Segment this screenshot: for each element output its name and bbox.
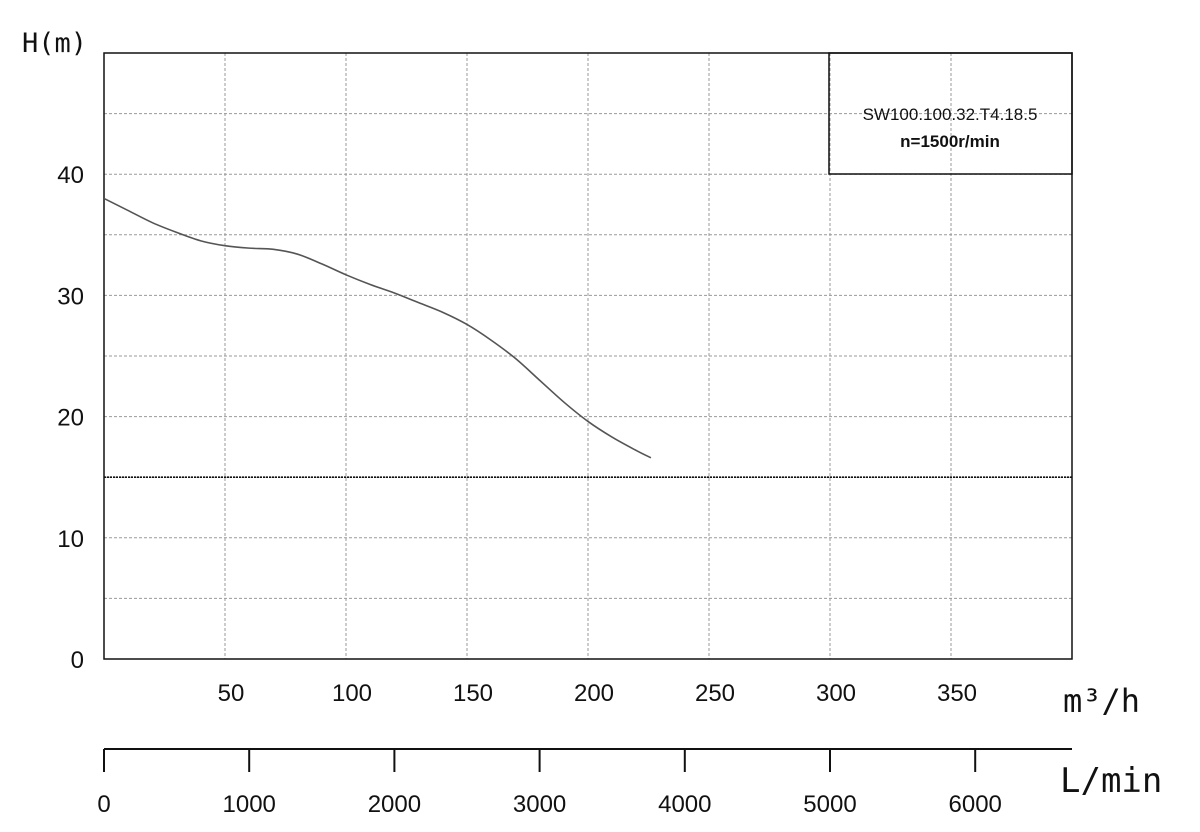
y-tick-label: 40 xyxy=(57,162,84,189)
grid-lines xyxy=(104,53,1072,659)
secondary-tick-label: 5000 xyxy=(803,791,856,818)
x-tick-label: 200 xyxy=(574,680,614,707)
secondary-x-axis: 0 1000 2000 3000 4000 5000 6000 L/min xyxy=(97,748,1162,818)
secondary-tick-label: 3000 xyxy=(513,791,566,818)
x-tick-label: 150 xyxy=(453,680,493,707)
x-tick-label: 100 xyxy=(332,680,372,707)
x-tick-label: 300 xyxy=(816,680,856,707)
y-tick-label: 10 xyxy=(57,526,84,553)
secondary-tick-label: 1000 xyxy=(223,791,276,818)
y-tick-label: 30 xyxy=(57,283,84,310)
legend-speed-text: n=1500r/min xyxy=(900,132,1000,151)
secondary-tick-marks xyxy=(103,749,977,772)
x-tick-label: 350 xyxy=(937,680,977,707)
y-tick-label: 20 xyxy=(57,405,84,432)
secondary-tick-label: 2000 xyxy=(368,791,421,818)
y-axis-label: H(m) xyxy=(22,28,87,59)
x-tick-labels: 50 100 150 200 250 300 350 xyxy=(218,680,977,707)
head-curve-line xyxy=(103,197,652,459)
secondary-x-axis-label: L/min xyxy=(1060,761,1162,801)
secondary-tick-labels: 0 1000 2000 3000 4000 5000 6000 xyxy=(97,791,1002,818)
legend-model-text: SW100.100.32.T4.18.5 xyxy=(863,105,1038,124)
x-axis-label: m³/h xyxy=(1063,682,1140,720)
legend-frame xyxy=(828,52,1073,175)
secondary-tick-label: 6000 xyxy=(949,791,1002,818)
y-tick-label: 0 xyxy=(71,647,84,674)
y-tick-labels: 0 10 20 30 40 xyxy=(57,162,84,674)
legend-box: SW100.100.32.T4.18.5 n=1500r/min xyxy=(828,52,1073,175)
secondary-tick-label: 4000 xyxy=(658,791,711,818)
secondary-tick-label: 0 xyxy=(97,791,110,818)
plot-frame xyxy=(103,52,1073,660)
x-tick-label: 50 xyxy=(218,680,245,707)
x-tick-label: 250 xyxy=(695,680,735,707)
